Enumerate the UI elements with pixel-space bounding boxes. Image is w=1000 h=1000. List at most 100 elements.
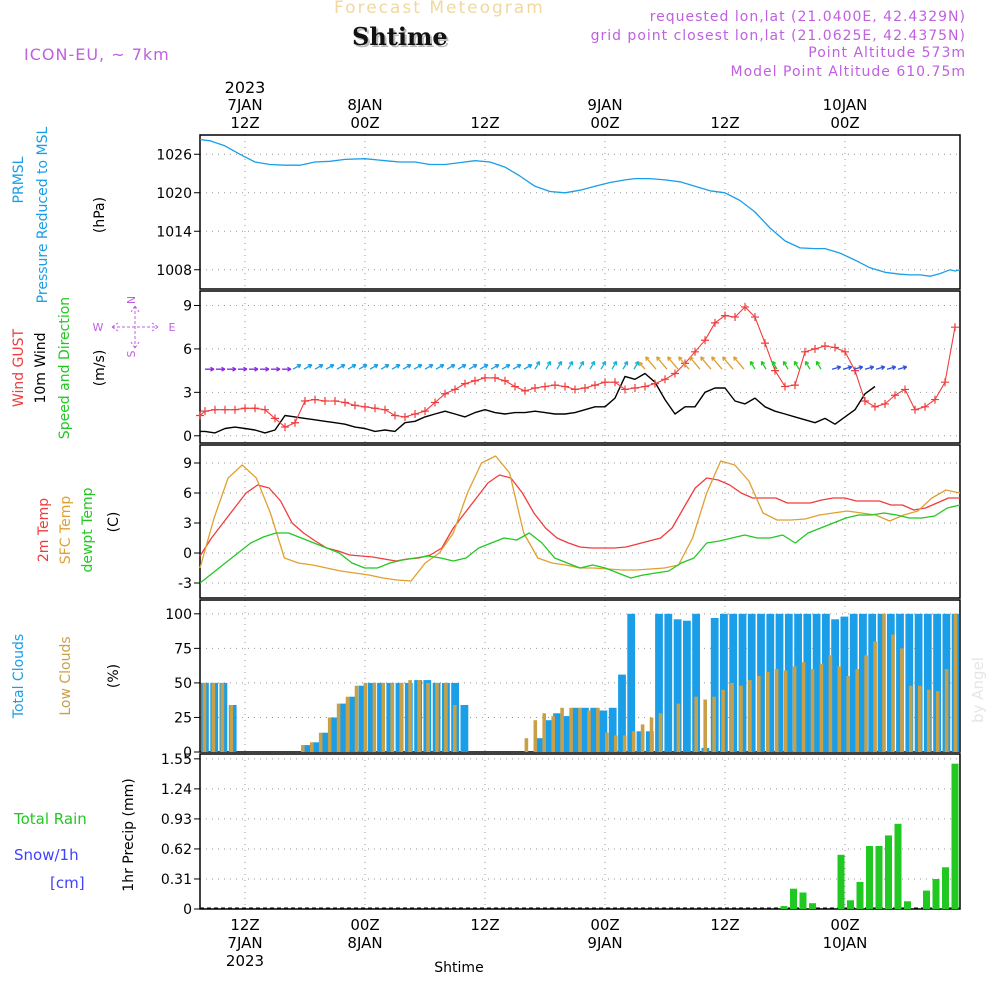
wind-direction-arrow bbox=[260, 366, 270, 372]
wind-direction-arrow bbox=[238, 366, 248, 372]
wind-direction-arrow bbox=[292, 364, 302, 370]
bottom-date-label: 10JAN bbox=[823, 934, 868, 952]
wind-direction-arrow bbox=[402, 364, 412, 370]
wind-direction-arrow bbox=[567, 360, 574, 370]
low-cloud-bar bbox=[569, 707, 573, 752]
low-cloud-bar bbox=[783, 670, 788, 752]
wind-direction-arrow bbox=[205, 366, 215, 372]
low-cloud-bar bbox=[408, 680, 412, 752]
gust-marker bbox=[221, 405, 229, 414]
top-hour-label: 00Z bbox=[350, 114, 379, 132]
rain-bar bbox=[951, 763, 959, 909]
bottom-date-label: 9JAN bbox=[587, 934, 622, 952]
gust-marker bbox=[571, 385, 579, 394]
low-cloud-bar bbox=[390, 682, 394, 752]
low-cloud-bar bbox=[372, 682, 377, 752]
total-cloud-bar bbox=[933, 613, 941, 752]
wind-direction-arrow bbox=[457, 364, 467, 370]
y-tick-label: 0.93 bbox=[161, 812, 192, 828]
gust-marker bbox=[841, 347, 849, 356]
low-cloud-bar bbox=[792, 666, 797, 752]
gust-marker bbox=[931, 395, 939, 404]
low-cloud-bar bbox=[622, 735, 627, 752]
y-tick-label: 0 bbox=[183, 429, 192, 445]
wind-direction-arrow bbox=[793, 360, 800, 370]
total-cloud-bar bbox=[692, 613, 700, 752]
total-cloud-bar bbox=[683, 620, 691, 752]
low-cloud-bar bbox=[587, 710, 591, 752]
bottom-hour-label: 00Z bbox=[350, 916, 379, 934]
total-cloud-bar bbox=[840, 616, 849, 752]
low-cloud-bar bbox=[560, 707, 564, 752]
wind-direction-arrow bbox=[545, 360, 552, 370]
low-cloud-bar bbox=[909, 685, 913, 752]
y-tick-label: 100 bbox=[165, 607, 192, 623]
y-tick-label: 1014 bbox=[156, 224, 192, 240]
low-cloud-bar bbox=[828, 655, 833, 752]
total-cloud-bar bbox=[831, 619, 839, 752]
gust-marker bbox=[561, 382, 569, 391]
total-cloud-bar bbox=[590, 707, 599, 752]
gust-marker bbox=[551, 381, 559, 390]
gust-marker bbox=[871, 402, 879, 411]
compass-rose bbox=[111, 305, 159, 349]
wind-direction-arrow bbox=[578, 360, 585, 370]
total-cloud-bar bbox=[581, 707, 589, 752]
low-cloud-bar bbox=[730, 682, 734, 752]
wind-direction-arrow bbox=[875, 365, 886, 371]
total-cloud-bar bbox=[330, 717, 339, 752]
gust-marker bbox=[391, 411, 399, 420]
total-cloud-bar bbox=[655, 613, 663, 752]
total-cloud-bar bbox=[636, 731, 645, 752]
total-cloud-bar bbox=[794, 613, 802, 752]
gust-marker bbox=[471, 376, 479, 385]
gust-marker bbox=[531, 383, 539, 392]
wind-direction-arrow bbox=[249, 366, 259, 372]
gust-marker bbox=[741, 302, 749, 311]
low-cloud-bar bbox=[640, 724, 645, 752]
gust-marker bbox=[431, 398, 439, 407]
wind-direction-arrow bbox=[667, 356, 679, 370]
gust-marker bbox=[641, 382, 649, 391]
total-cloud-bar bbox=[349, 696, 358, 752]
total-cloud-bar bbox=[303, 745, 311, 752]
low-cloud-bar bbox=[873, 641, 877, 752]
bottom-hour-label: 12Z bbox=[710, 916, 739, 934]
gust-marker bbox=[491, 373, 499, 382]
low-cloud-bar bbox=[533, 720, 538, 752]
total-cloud-bar bbox=[312, 742, 320, 752]
low-cloud-bar bbox=[211, 682, 216, 752]
low-cloud-bar bbox=[926, 689, 931, 752]
gust-marker bbox=[761, 339, 769, 348]
pressure-line bbox=[199, 138, 961, 277]
wind-direction-arrow bbox=[689, 356, 701, 370]
wind-direction-arrow bbox=[853, 365, 864, 371]
total-cloud-bar bbox=[627, 613, 636, 752]
low-cloud-bar bbox=[426, 682, 430, 752]
gust-marker bbox=[681, 359, 689, 368]
gust-marker bbox=[511, 382, 519, 391]
gust-marker bbox=[411, 410, 419, 419]
tdew-line bbox=[199, 504, 961, 584]
wind-direction-arrow bbox=[468, 364, 478, 370]
total-cloud-bar bbox=[812, 613, 821, 752]
gust-marker bbox=[421, 407, 429, 416]
low-cloud-bar bbox=[766, 671, 770, 752]
gust-marker bbox=[621, 385, 629, 394]
bottom-date-label: 8JAN bbox=[347, 934, 382, 952]
total-cloud-bar bbox=[460, 705, 469, 752]
total-cloud-bar bbox=[340, 703, 348, 752]
wind-direction-arrow bbox=[711, 356, 723, 370]
wind-label: 10m Wind bbox=[33, 332, 49, 403]
rain-bar bbox=[847, 900, 854, 909]
clouds-total-label: Total Clouds bbox=[11, 634, 27, 719]
gust-marker bbox=[341, 398, 349, 407]
low-cloud-bar bbox=[855, 669, 859, 752]
low-cloud-bar bbox=[676, 703, 681, 752]
wind-direction-arrow bbox=[512, 364, 522, 370]
precip-unit: 1hr Precip (mm) bbox=[121, 778, 137, 891]
gust-marker bbox=[711, 318, 719, 327]
wind-speed-line bbox=[200, 372, 876, 434]
y-tick-label: 50 bbox=[174, 676, 192, 692]
